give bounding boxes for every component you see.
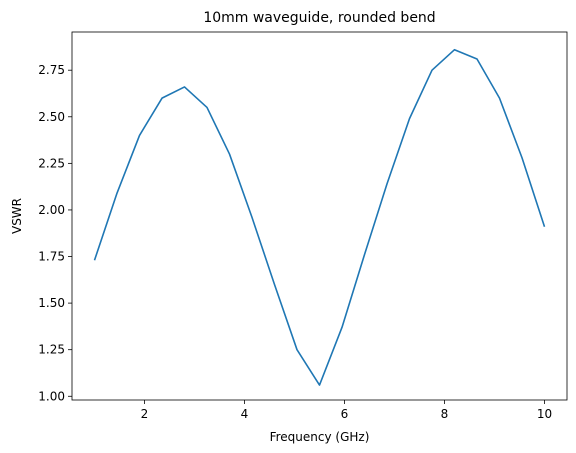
x-axis-label: Frequency (GHz) bbox=[270, 430, 370, 444]
y-tick-label: 1.50 bbox=[38, 296, 65, 310]
x-tick-label: 2 bbox=[141, 407, 149, 421]
y-tick-label: 2.50 bbox=[38, 110, 65, 124]
x-tick-label: 8 bbox=[441, 407, 449, 421]
y-tick-label: 2.25 bbox=[38, 156, 65, 170]
x-tick-label: 6 bbox=[341, 407, 349, 421]
y-tick-label: 1.75 bbox=[38, 250, 65, 264]
y-tick-label: 1.00 bbox=[38, 389, 65, 403]
x-axis-ticks: 2 4 6 8 10 bbox=[141, 400, 552, 421]
vswr-series-line bbox=[93, 48, 546, 386]
y-axis-ticks: 1.00 1.25 1.50 1.75 2.00 2.25 2.50 2.75 bbox=[38, 63, 72, 403]
y-tick-label: 2.75 bbox=[38, 63, 65, 77]
chart-title: 10mm waveguide, rounded bend bbox=[203, 10, 435, 26]
series-layer bbox=[93, 48, 546, 386]
y-tick-label: 1.25 bbox=[38, 343, 65, 357]
x-tick-label: 10 bbox=[537, 407, 552, 421]
y-tick-label: 2.00 bbox=[38, 203, 65, 217]
plot-area bbox=[71, 31, 568, 401]
x-tick-label: 4 bbox=[241, 407, 249, 421]
y-axis-label: VSWR bbox=[10, 198, 24, 234]
